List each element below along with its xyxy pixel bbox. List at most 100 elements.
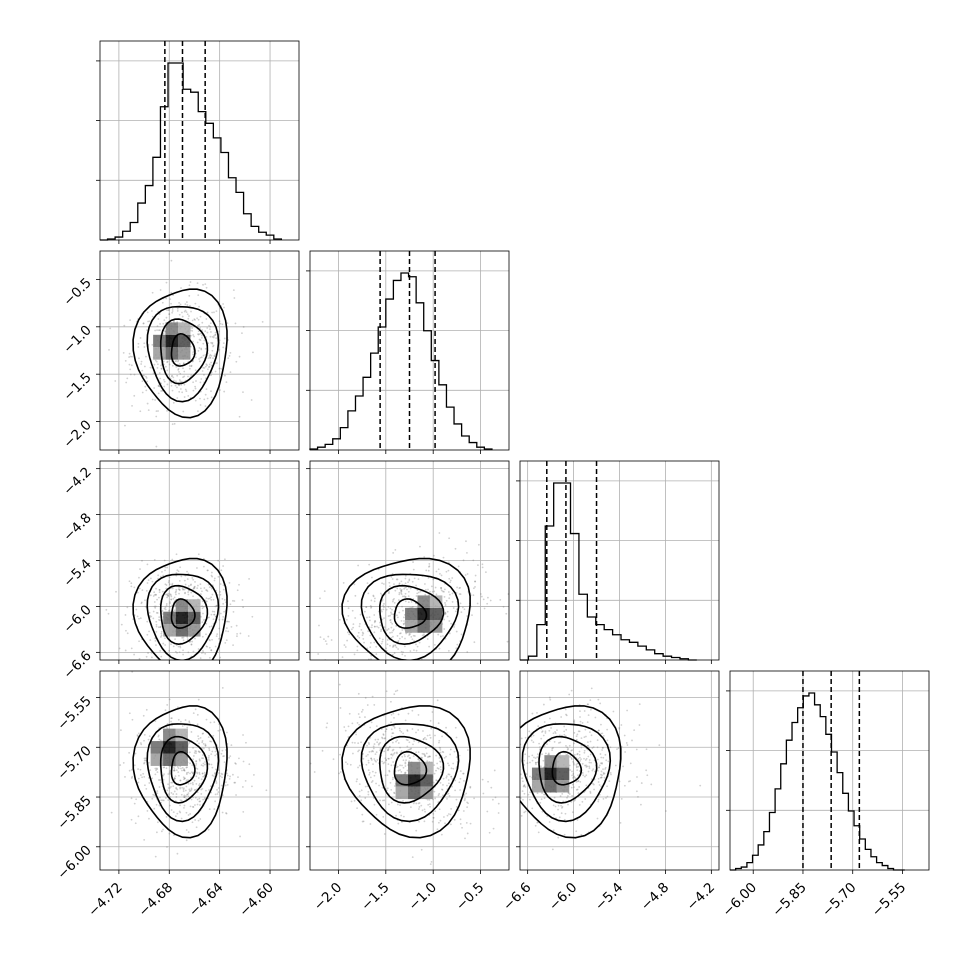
sample-point bbox=[208, 616, 210, 619]
sample-point bbox=[440, 587, 442, 589]
sample-point bbox=[203, 775, 206, 778]
sample-point bbox=[371, 770, 374, 773]
sample-point bbox=[398, 591, 401, 594]
sample-point bbox=[223, 337, 226, 340]
sample-point bbox=[184, 592, 186, 595]
sample-point bbox=[454, 726, 457, 729]
sample-point bbox=[387, 628, 390, 630]
sample-point bbox=[194, 764, 197, 767]
sample-point bbox=[192, 353, 194, 356]
sample-point bbox=[167, 793, 170, 796]
sample-point bbox=[137, 777, 140, 780]
sample-point bbox=[461, 826, 463, 829]
sample-point bbox=[637, 795, 639, 798]
sample-point bbox=[597, 798, 600, 801]
sample-point bbox=[128, 712, 131, 715]
sample-point bbox=[344, 646, 347, 648]
sample-point bbox=[192, 806, 195, 808]
contour-line bbox=[146, 723, 220, 823]
sample-point bbox=[373, 625, 376, 628]
sample-point bbox=[209, 353, 212, 356]
sample-point bbox=[215, 780, 218, 783]
sample-point bbox=[170, 717, 173, 719]
sample-point bbox=[403, 620, 405, 622]
sample-point bbox=[150, 615, 153, 618]
sample-point bbox=[435, 570, 438, 573]
sample-point bbox=[394, 548, 397, 551]
sample-point bbox=[598, 766, 600, 769]
sample-point bbox=[566, 748, 569, 751]
sample-point bbox=[385, 647, 388, 650]
sample-point bbox=[205, 318, 208, 320]
sample-point bbox=[400, 750, 403, 752]
sample-point bbox=[179, 786, 182, 789]
sample-point bbox=[390, 735, 393, 738]
sample-point bbox=[578, 756, 581, 759]
sample-point bbox=[389, 644, 391, 647]
sample-point bbox=[183, 769, 185, 772]
sample-point bbox=[590, 734, 593, 737]
sample-point bbox=[225, 812, 228, 815]
sample-point bbox=[198, 797, 201, 800]
sample-point bbox=[209, 322, 212, 325]
sample-point bbox=[205, 600, 208, 603]
sample-point bbox=[548, 753, 551, 756]
sample-point bbox=[364, 716, 366, 718]
sample-point bbox=[588, 767, 591, 769]
sample-point bbox=[576, 762, 579, 765]
sample-point bbox=[437, 794, 440, 797]
sample-point bbox=[191, 330, 194, 332]
sample-point bbox=[196, 772, 199, 775]
sample-point bbox=[623, 784, 626, 787]
sample-point bbox=[148, 735, 151, 738]
sample-point bbox=[442, 556, 445, 559]
sample-point bbox=[601, 749, 604, 751]
sample-point bbox=[185, 779, 188, 782]
sample-point bbox=[447, 762, 449, 765]
sample-point bbox=[408, 754, 410, 757]
sample-point bbox=[401, 653, 404, 656]
sample-point bbox=[373, 621, 376, 624]
sample-point bbox=[391, 578, 394, 580]
sample-point bbox=[203, 771, 206, 774]
sample-point bbox=[206, 331, 209, 334]
sample-point bbox=[317, 653, 320, 655]
sample-point bbox=[388, 757, 390, 760]
sample-point bbox=[158, 313, 161, 315]
sample-point bbox=[219, 593, 222, 596]
sample-point bbox=[204, 365, 207, 368]
sample-point bbox=[584, 728, 587, 731]
sample-point bbox=[157, 735, 160, 738]
sample-point bbox=[212, 598, 215, 601]
sample-point bbox=[454, 779, 457, 782]
sample-point bbox=[588, 759, 591, 761]
sample-point bbox=[523, 759, 526, 762]
sample-point bbox=[583, 751, 586, 754]
sample-point bbox=[400, 731, 403, 733]
sample-point bbox=[145, 787, 148, 790]
sample-point bbox=[217, 330, 220, 333]
sample-point bbox=[166, 722, 169, 725]
sample-point bbox=[206, 645, 209, 648]
sample-point bbox=[411, 606, 414, 608]
sample-point bbox=[187, 651, 190, 654]
sample-point bbox=[645, 748, 648, 751]
sample-point bbox=[145, 655, 148, 658]
sample-point bbox=[148, 320, 151, 323]
sample-point bbox=[157, 385, 160, 387]
sample-point bbox=[531, 807, 534, 810]
sample-point bbox=[551, 848, 554, 851]
sample-point bbox=[398, 811, 401, 814]
sample-point bbox=[392, 629, 395, 632]
sample-point bbox=[400, 589, 402, 592]
sample-point bbox=[450, 807, 453, 810]
sample-point bbox=[466, 615, 469, 617]
sample-point bbox=[358, 716, 361, 719]
sample-point bbox=[179, 380, 182, 383]
sample-point bbox=[190, 583, 192, 586]
sample-point bbox=[189, 805, 192, 808]
sample-point bbox=[168, 309, 171, 312]
sample-point bbox=[561, 792, 564, 795]
sample-point bbox=[420, 804, 423, 807]
sample-point bbox=[575, 780, 578, 783]
